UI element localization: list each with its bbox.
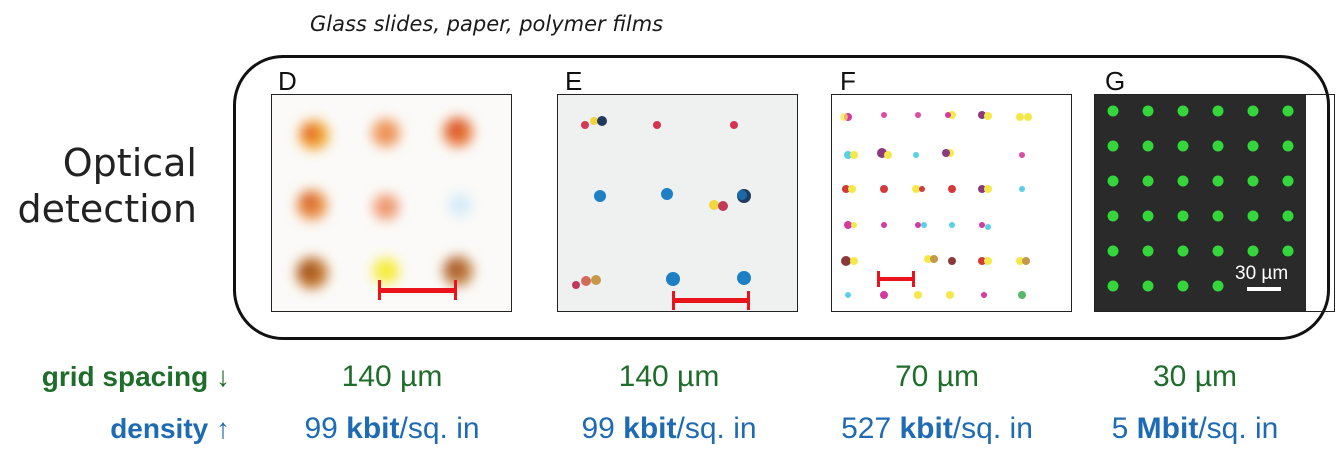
panel-d-spacing: 140 µm [341, 360, 443, 393]
panel-g-dot [1142, 175, 1154, 187]
panel-e-micrograph [558, 95, 797, 311]
panel-g-dot [1107, 105, 1119, 117]
panel-g-dot [1282, 105, 1294, 117]
row-label: Optical detection [18, 140, 197, 232]
panel-g-dot [1142, 245, 1154, 257]
panel-g-dot [1282, 245, 1294, 257]
panel-g-dot [1142, 280, 1154, 292]
panel-e-scale-bar [672, 291, 750, 310]
panel-g-dot [1177, 245, 1189, 257]
panel-g-dot [1212, 175, 1224, 187]
panel-g-dot [1247, 210, 1259, 222]
panel-g-image: 30 µm [1094, 94, 1335, 312]
panels-frame [233, 55, 1330, 340]
panel-d-letter: D [278, 66, 297, 96]
panel-f-spacing: 70 µm [895, 360, 979, 393]
panel-e-image [557, 94, 798, 312]
panel-g-dot [1212, 210, 1224, 222]
panel-g-dot [1247, 175, 1259, 187]
figure-subtitle: Glass slides, paper, polymer films [310, 12, 664, 36]
panel-f-micrograph [832, 95, 1071, 311]
panel-e-spacing: 140 µm [618, 360, 720, 393]
panel-g-dot [1177, 175, 1189, 187]
panel-f-scale-bar [877, 271, 915, 287]
panel-g-dot [1247, 140, 1259, 152]
density-label: density ↑ [110, 413, 230, 444]
panel-g-micrograph: 30 µm [1095, 95, 1306, 311]
panel-g-dot [1142, 140, 1154, 152]
panel-g-scale-label: 30 µm [1235, 263, 1288, 284]
panel-g-dot [1247, 245, 1259, 257]
panel-g-dot [1142, 210, 1154, 222]
row-label-line2: detection [17, 187, 197, 231]
panel-g-dot [1177, 280, 1189, 292]
row-label-line1: Optical [62, 141, 197, 185]
panel-f-image [831, 94, 1072, 312]
panel-g-scale-bar [1247, 287, 1281, 291]
panel-g-dot [1107, 210, 1119, 222]
panel-g-dot [1212, 245, 1224, 257]
panel-g-dot [1212, 280, 1224, 292]
panel-g-letter: G [1105, 66, 1126, 96]
panel-d-density: 99 kbit/sq. in [304, 412, 480, 445]
panel-d-scale-bar [378, 280, 457, 300]
panel-g-dot [1107, 140, 1119, 152]
panel-e-letter: E [565, 66, 583, 96]
panel-g-dot [1177, 210, 1189, 222]
panel-g-dot [1247, 105, 1259, 117]
panel-g-dot [1282, 210, 1294, 222]
panel-e-density: 99 kbit/sq. in [581, 412, 757, 445]
panel-d-micrograph [272, 95, 511, 311]
panel-g-dot [1142, 105, 1154, 117]
panel-g-dot [1107, 245, 1119, 257]
panel-g-dot [1282, 175, 1294, 187]
panel-g-dot [1177, 140, 1189, 152]
panel-g-dot [1177, 105, 1189, 117]
grid-spacing-label: grid spacing ↓ [41, 361, 230, 392]
panel-f-density: 527 kbit/sq. in [841, 412, 1033, 445]
panel-g-dot [1212, 140, 1224, 152]
panel-g-dot [1107, 280, 1119, 292]
panel-g-dot [1107, 175, 1119, 187]
panel-f-letter: F [840, 66, 856, 96]
panel-g-density: 5 Mbit/sq. in [1111, 412, 1279, 445]
panel-g-spacing: 30 µm [1153, 360, 1237, 393]
panel-g-dot [1282, 140, 1294, 152]
panel-g-dot [1212, 105, 1224, 117]
panel-d-image [271, 94, 512, 312]
